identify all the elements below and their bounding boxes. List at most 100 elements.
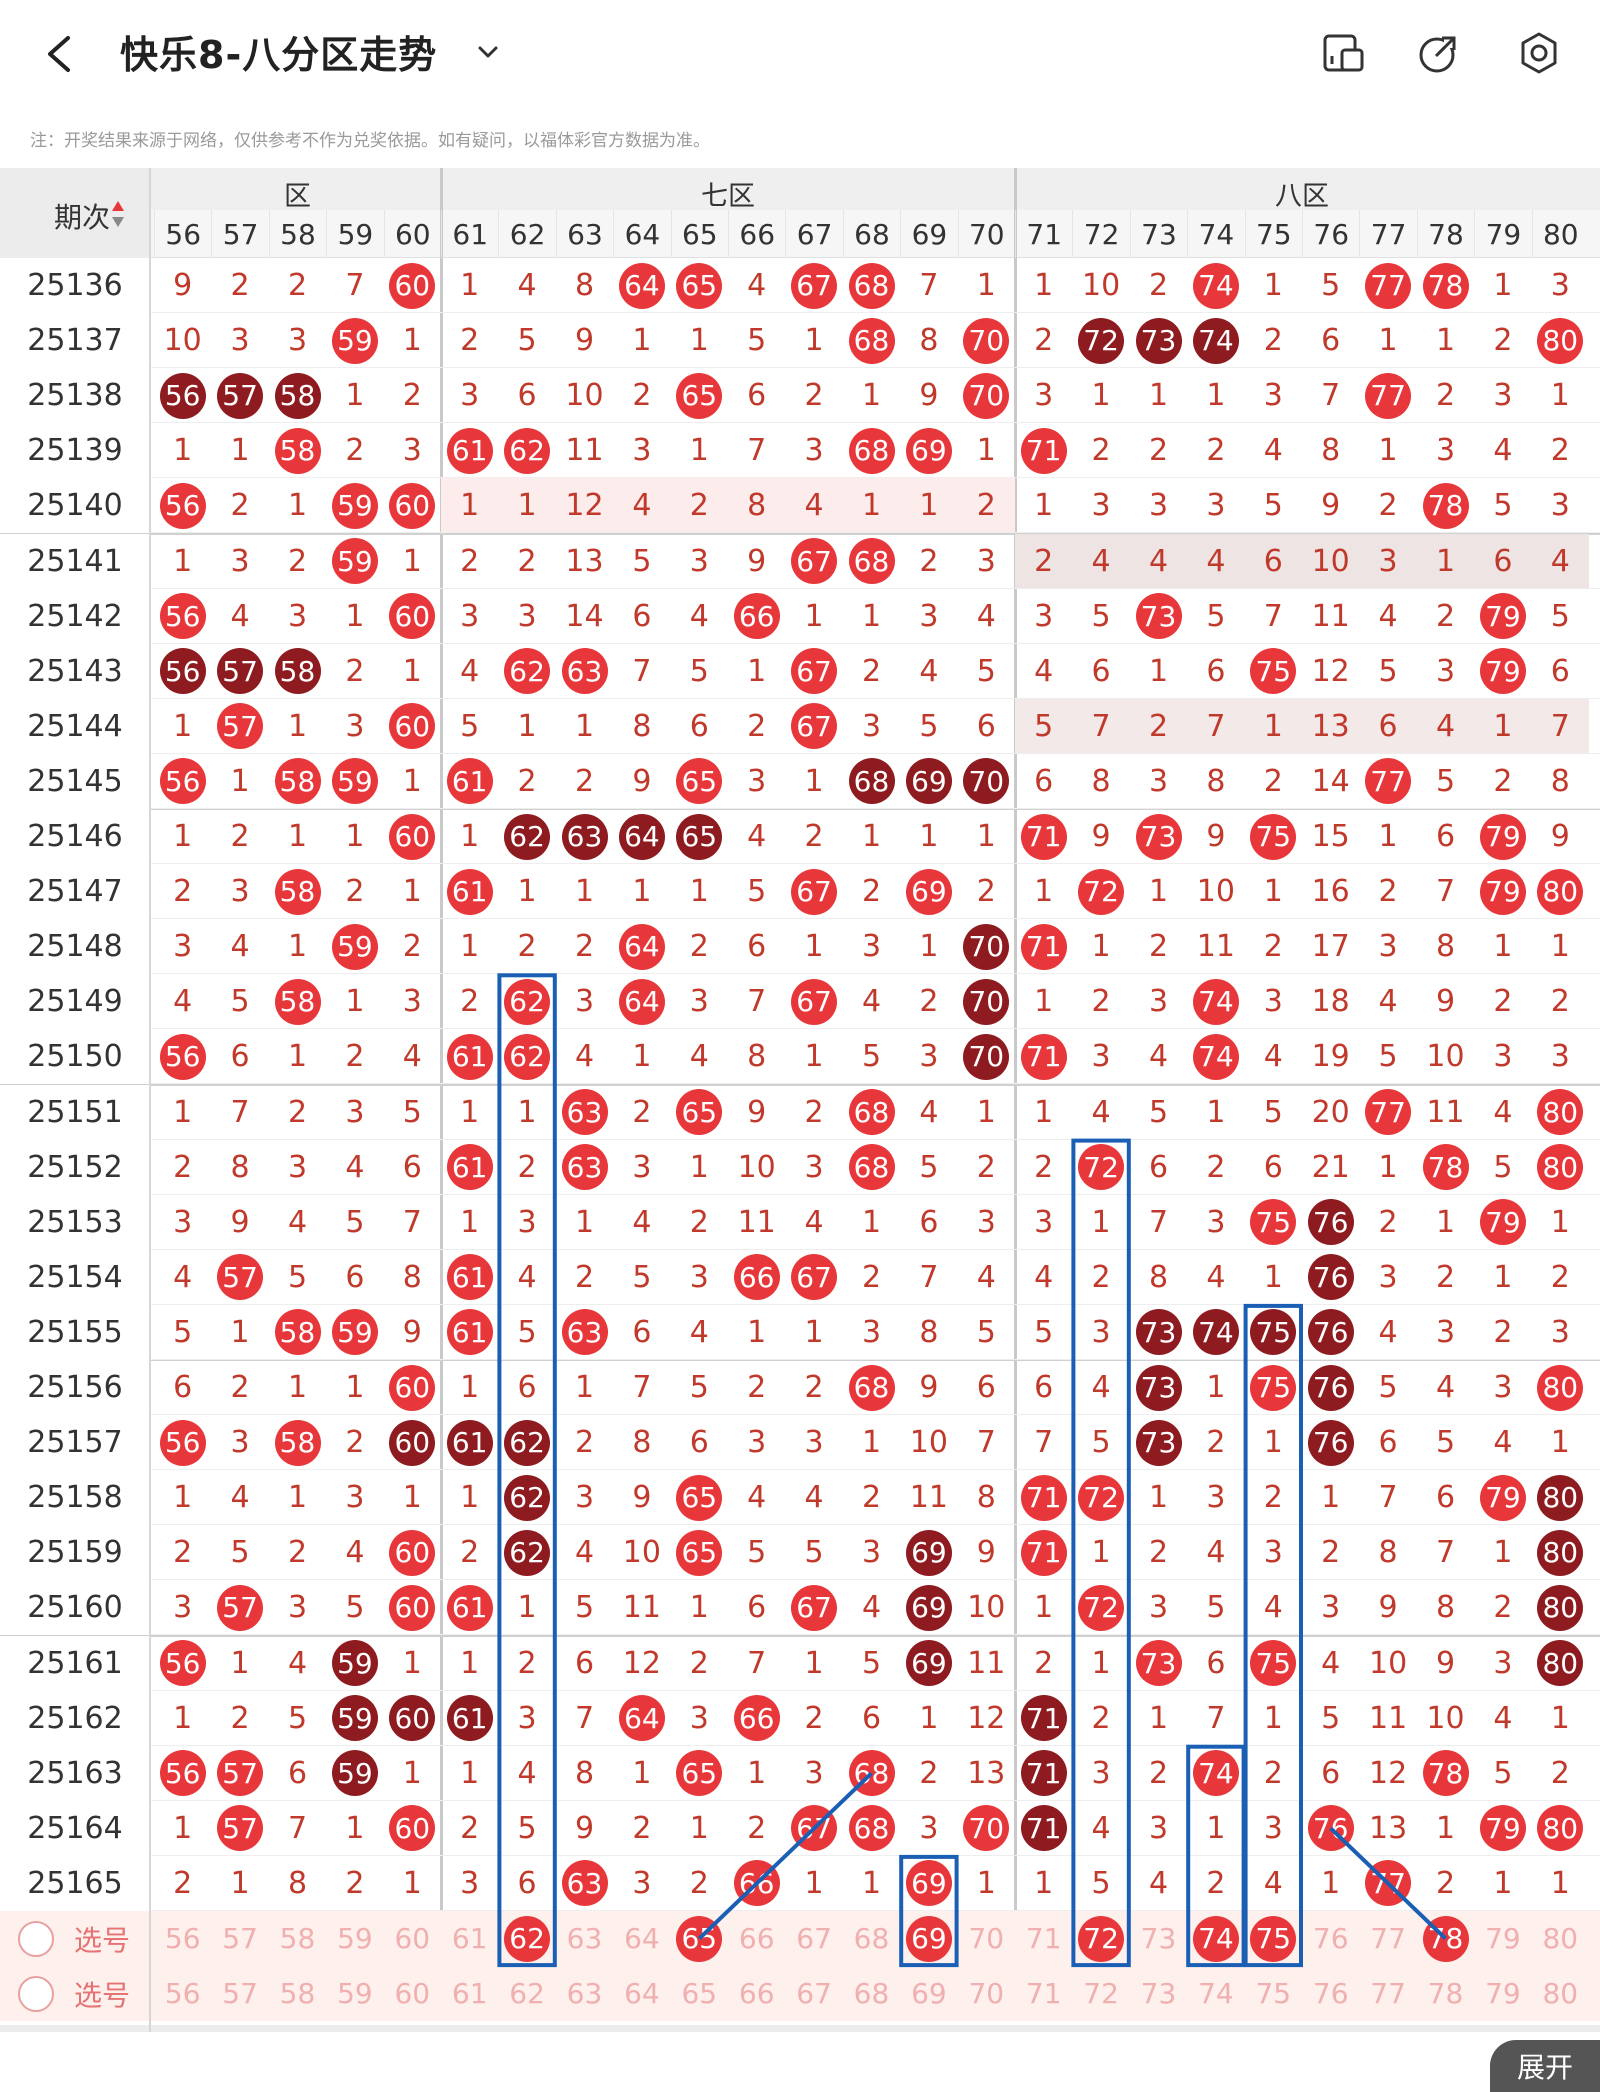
miss-count: 9 [402,1314,422,1350]
number-ball: 58 [274,372,321,419]
number-ball: 64 [618,813,665,860]
title-dropdown[interactable] [470,34,506,70]
expand-button[interactable]: 展开 [1490,2040,1600,2092]
miss-count: 1 [173,433,193,469]
miss-count: 2 [919,984,939,1020]
selectable-number[interactable]: 60 [394,1922,431,1956]
period-cell: 25142 [0,588,150,644]
number-ball: 69 [905,1860,952,1907]
selectable-number[interactable]: 78 [1427,1977,1464,2011]
selected-number-ball[interactable]: 78 [1422,1915,1469,1962]
selected-number-ball[interactable]: 69 [905,1915,952,1962]
miss-count: 8 [747,488,767,524]
selectable-number[interactable]: 77 [1370,1977,1406,2011]
selectable-number[interactable]: 76 [1312,1977,1349,2011]
selected-number-ball[interactable]: 74 [1192,1915,1239,1962]
miss-count: 2 [460,323,480,359]
selectable-number[interactable]: 67 [796,1922,832,1956]
miss-count: 2 [1148,268,1169,304]
selectable-number[interactable]: 80 [1542,1922,1579,1956]
selectable-number[interactable]: 70 [968,1922,1005,1956]
selected-number-ball[interactable]: 72 [1078,1915,1125,1962]
back-button[interactable] [36,28,84,80]
selectable-number[interactable]: 61 [451,1977,488,2011]
miss-count: 1 [1378,819,1398,855]
number-ball: 79 [1479,868,1526,915]
selectable-number[interactable]: 56 [164,1922,201,1956]
miss-count: 5 [1321,268,1341,304]
miss-count: 3 [402,433,422,469]
share-button[interactable] [1416,30,1462,76]
select-radio[interactable] [18,1975,54,2012]
selectable-number[interactable]: 66 [738,1977,775,2011]
selectable-number[interactable]: 59 [337,1922,373,1956]
selectable-number[interactable]: 73 [1140,1977,1177,2011]
miss-count: 9 [919,378,939,414]
number-ball: 72 [1078,868,1125,915]
selectable-number[interactable]: 58 [279,1977,316,2011]
selectable-number[interactable]: 58 [279,1922,316,1956]
number-ball: 63 [561,813,608,860]
select-radio[interactable] [18,1920,54,1957]
number-ball: 75 [1250,1364,1297,1411]
miss-count: 1 [1493,929,1513,965]
number-ball: 69 [905,427,952,474]
selectable-number[interactable]: 79 [1485,1922,1521,1956]
selectable-number[interactable]: 67 [796,1977,832,2011]
selectable-number[interactable]: 64 [624,1922,660,1956]
miss-count: 9 [574,1810,595,1846]
chevron-down-icon [478,46,498,58]
selectable-number[interactable]: 71 [1025,1977,1062,2011]
miss-count: 2 [919,543,939,579]
selectable-number[interactable]: 57 [222,1977,258,2011]
number-ball: 80 [1537,1089,1584,1136]
selectable-number[interactable]: 64 [624,1977,660,2011]
settings-button[interactable] [1516,30,1562,76]
selectable-number[interactable]: 59 [337,1977,373,2011]
selectable-number[interactable]: 61 [451,1922,488,1956]
selectable-number[interactable]: 79 [1485,1977,1521,2011]
miss-count: 6 [1148,1149,1169,1185]
selected-number-ball[interactable]: 65 [676,1915,723,1962]
miss-count: 4 [460,653,480,689]
row-highlight [441,478,1015,534]
selectable-number[interactable]: 77 [1370,1922,1406,1956]
selectable-number[interactable]: 70 [968,1977,1005,2011]
selectable-number[interactable]: 66 [738,1922,775,1956]
period-header-label[interactable]: 期次 [53,201,110,234]
selectable-number[interactable]: 80 [1542,1977,1579,2011]
miss-count: 2 [1493,1314,1513,1350]
miss-count: 1 [689,874,709,910]
miss-count: 3 [173,1204,193,1240]
selected-number-ball[interactable]: 75 [1250,1915,1297,1962]
miss-count: 1 [861,1425,882,1461]
column-header: 58 [268,210,326,258]
layout-button[interactable] [1320,30,1366,76]
sort-icon[interactable] [110,198,126,232]
selectable-number[interactable]: 75 [1255,1977,1292,2011]
miss-count: 2 [345,874,365,910]
selected-number-ball[interactable]: 62 [504,1915,551,1962]
selectable-number[interactable]: 71 [1025,1922,1062,1956]
selectable-number[interactable]: 62 [509,1977,545,2011]
selectable-number[interactable]: 68 [853,1922,890,1956]
period-cell: 25154 [0,1249,150,1305]
selectable-number[interactable]: 72 [1083,1977,1119,2011]
selectable-number[interactable]: 73 [1140,1922,1177,1956]
miss-count: 1 [1148,653,1169,689]
selectable-number[interactable]: 65 [681,1977,718,2011]
selectable-number[interactable]: 56 [164,1977,201,2011]
selectable-number[interactable]: 76 [1312,1922,1349,1956]
miss-count: 7 [1263,598,1283,634]
selectable-number[interactable]: 57 [222,1922,258,1956]
miss-count: 3 [976,1204,996,1240]
selectable-number[interactable]: 63 [566,1977,603,2011]
number-ball: 77 [1365,372,1412,419]
selectable-number[interactable]: 60 [394,1977,431,2011]
selectable-number[interactable]: 63 [566,1922,603,1956]
miss-count: 2 [861,1480,882,1516]
selectable-number[interactable]: 68 [853,1977,890,2011]
selectable-number[interactable]: 69 [911,1977,947,2011]
column-header: 62 [498,210,555,258]
selectable-number[interactable]: 74 [1198,1977,1234,2011]
